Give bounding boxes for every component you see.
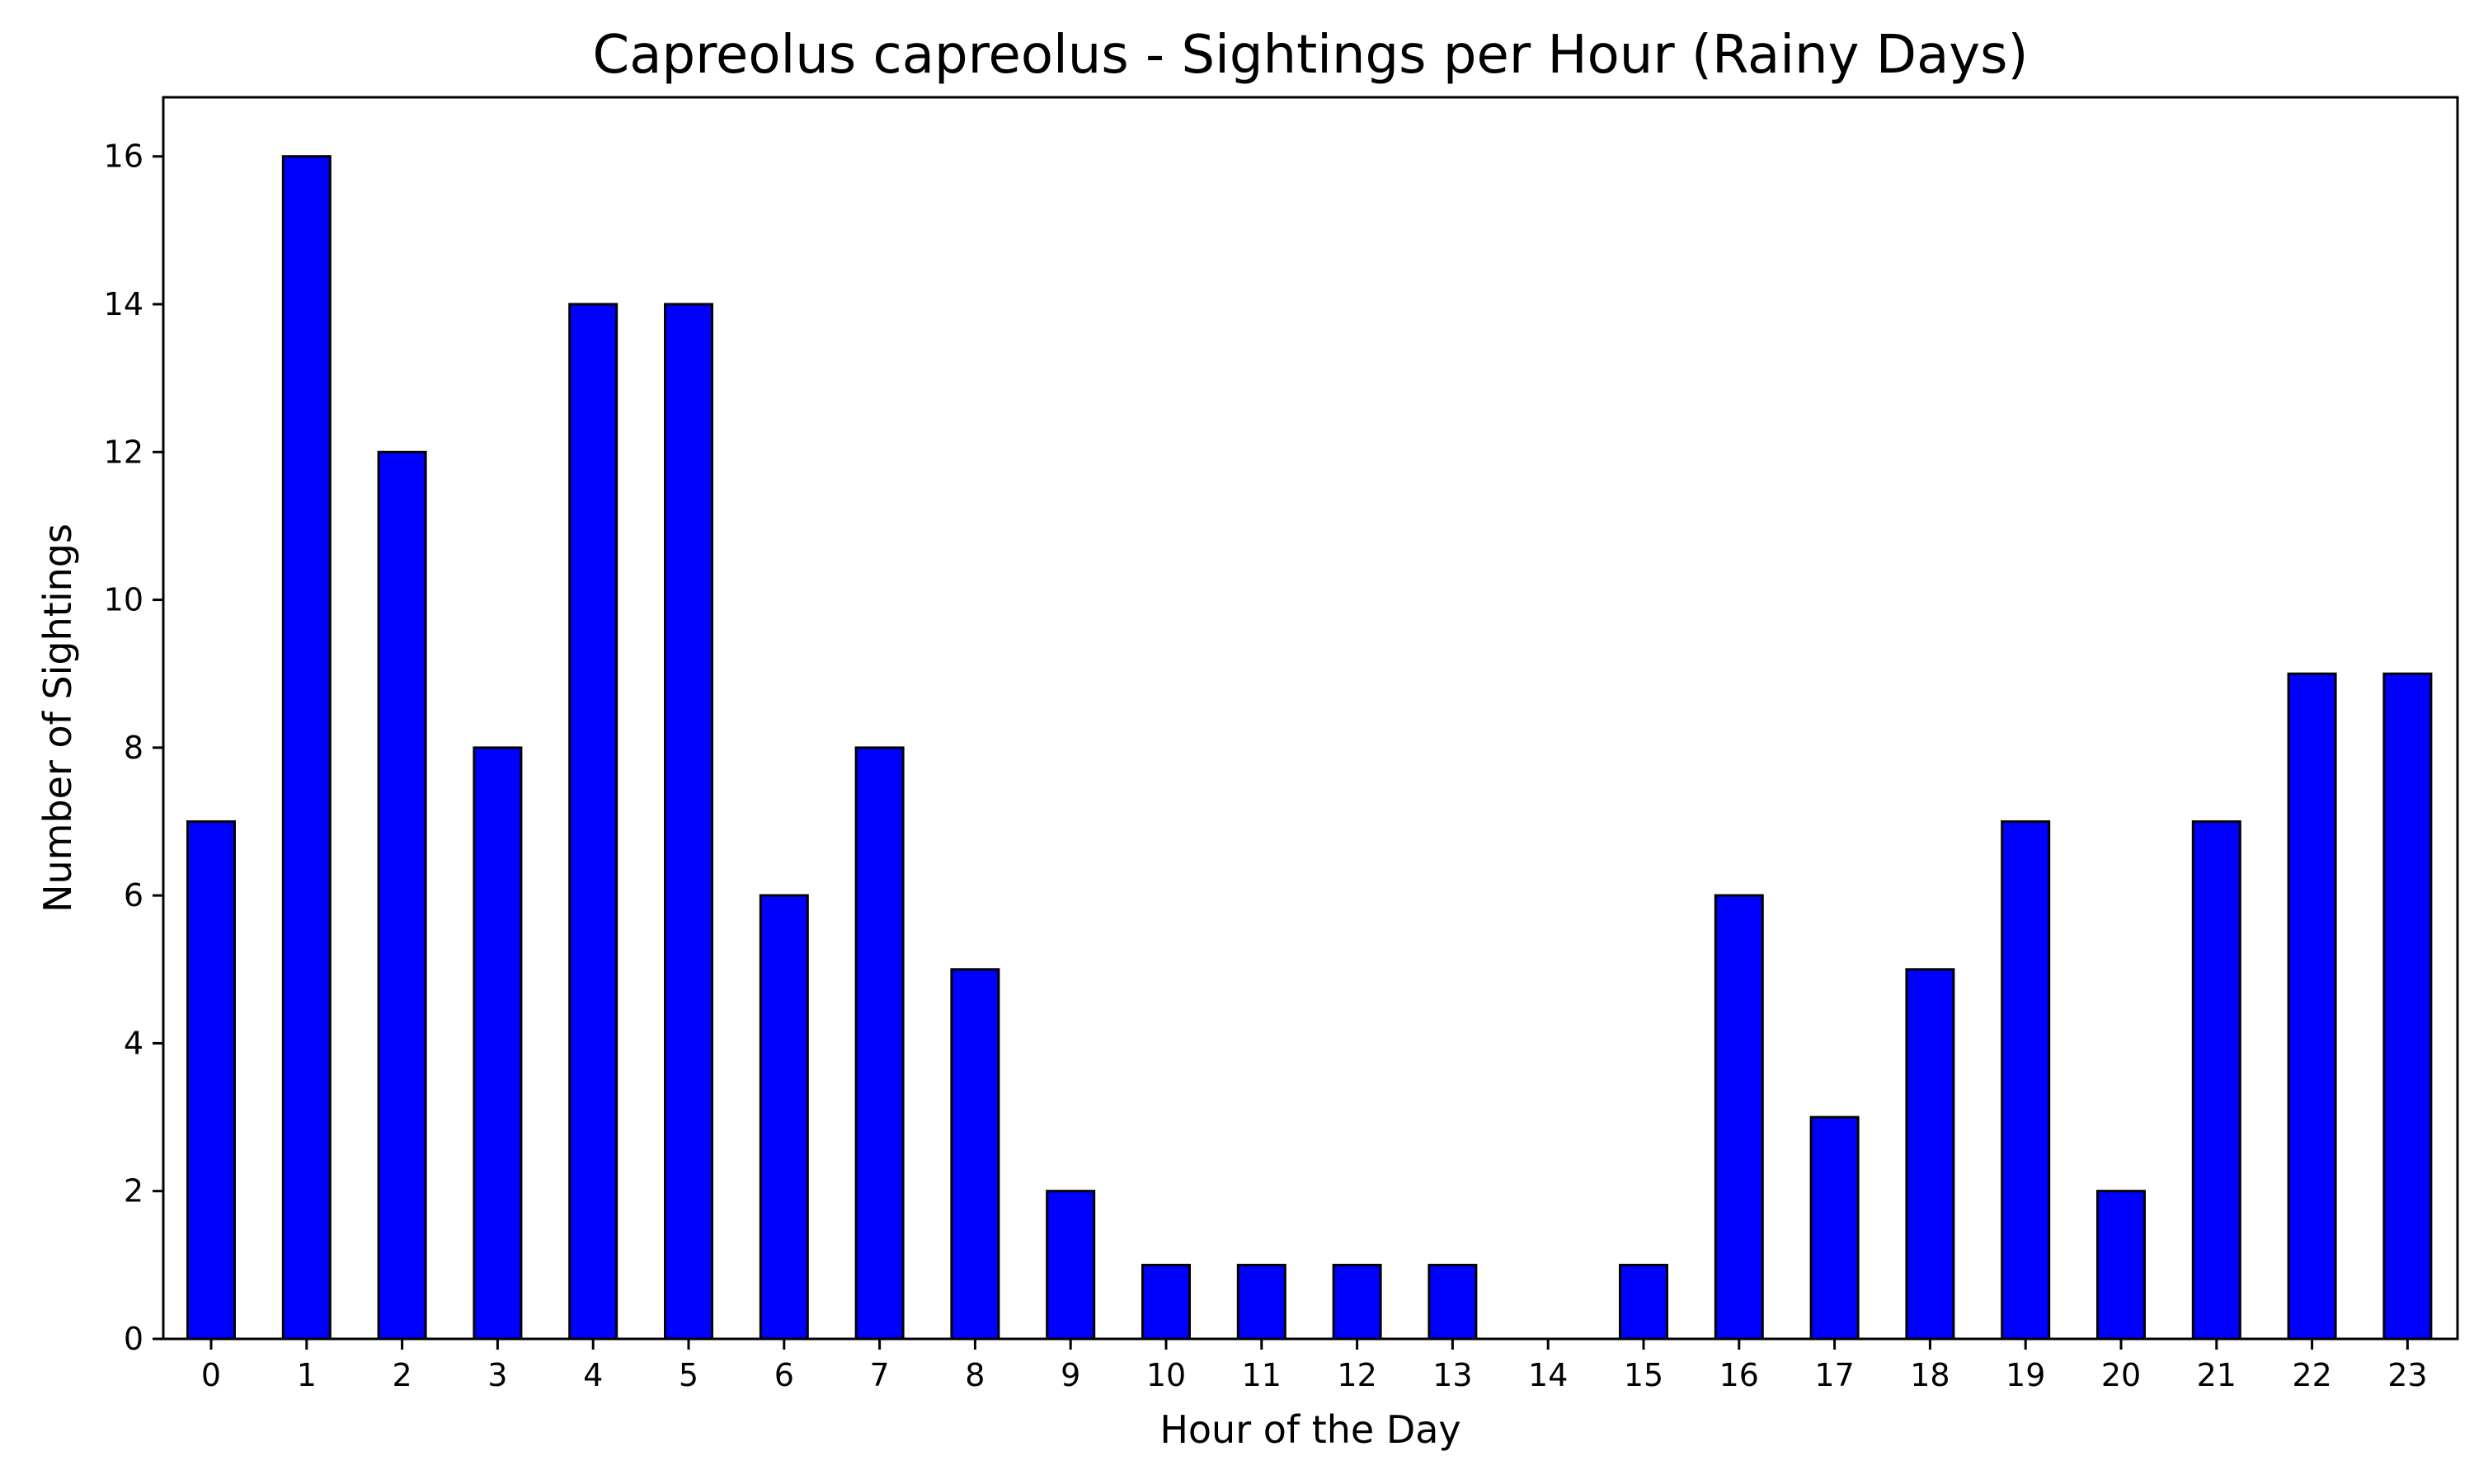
bar-hour-12 — [1332, 1263, 1382, 1341]
x-tick-label: 18 — [1910, 1357, 1950, 1393]
x-tick-label: 13 — [1432, 1357, 1472, 1393]
bar-hour-0 — [186, 820, 236, 1341]
bar-hour-11 — [1236, 1263, 1286, 1341]
bar-hour-17 — [1809, 1115, 1860, 1341]
bar-hour-7 — [854, 746, 905, 1341]
x-axis-ticks: 0 1 2 3 4 5 6 7 8 9 10 11 12 13 14 15 16 17 18 19 20 21 22 23 — [201, 1339, 2428, 1393]
bar-hour-16 — [1714, 894, 1764, 1341]
y-tick-label: 16 — [104, 139, 143, 175]
bar-hour-22 — [2287, 672, 2337, 1341]
plot-area-frame — [162, 96, 2459, 1341]
x-tick-label: 3 — [487, 1357, 507, 1393]
x-tick-label: 12 — [1337, 1357, 1376, 1393]
x-tick-label: 22 — [2292, 1357, 2331, 1393]
x-tick-label: 16 — [1719, 1357, 1759, 1393]
bar-hour-9 — [1046, 1190, 1096, 1341]
bar-hour-1 — [281, 155, 332, 1341]
x-tick-label: 1 — [297, 1357, 317, 1393]
bar-hour-19 — [2001, 820, 2051, 1341]
x-tick-label: 6 — [774, 1357, 794, 1393]
bar-hour-13 — [1427, 1263, 1478, 1341]
y-tick-label: 14 — [104, 286, 143, 322]
bar-hour-15 — [1619, 1263, 1668, 1341]
x-tick-label: 23 — [2387, 1357, 2427, 1393]
x-tick-label: 11 — [1242, 1357, 1282, 1393]
chart-title: Capreolus capreolus - Sightings per Hour… — [593, 25, 2029, 86]
bar-hour-4 — [568, 303, 618, 1341]
bar-hour-21 — [2191, 820, 2241, 1341]
y-tick-label: 0 — [124, 1321, 143, 1357]
y-tick-label: 6 — [124, 877, 143, 913]
y-axis-ticks: 0 2 4 6 8 10 12 14 16 — [104, 139, 163, 1357]
bar-hour-6 — [759, 894, 809, 1341]
bar-hour-18 — [1905, 968, 1955, 1341]
y-tick-label: 8 — [124, 730, 143, 766]
bar-hour-20 — [2096, 1190, 2146, 1341]
x-tick-label: 21 — [2197, 1357, 2236, 1393]
x-tick-label: 20 — [2101, 1357, 2141, 1393]
bars-group — [186, 155, 2433, 1341]
x-tick-label: 10 — [1146, 1357, 1186, 1393]
x-tick-label: 9 — [1061, 1357, 1080, 1393]
y-tick-label: 10 — [104, 582, 143, 618]
bar-hour-5 — [664, 303, 713, 1341]
x-tick-label: 4 — [583, 1357, 603, 1393]
x-tick-label: 17 — [1814, 1357, 1854, 1393]
bar-hour-10 — [1141, 1263, 1191, 1341]
x-tick-label: 2 — [393, 1357, 412, 1393]
bar-hour-3 — [473, 746, 523, 1341]
x-tick-label: 15 — [1624, 1357, 1663, 1393]
y-axis-label: Number of Sightings — [35, 524, 80, 913]
x-tick-label: 19 — [2006, 1357, 2045, 1393]
x-axis-label: Hour of the Day — [1159, 1407, 1460, 1452]
x-tick-label: 7 — [870, 1357, 890, 1393]
x-tick-label: 14 — [1528, 1357, 1568, 1393]
bar-hour-8 — [950, 968, 1000, 1341]
x-tick-label: 5 — [679, 1357, 698, 1393]
y-tick-label: 12 — [104, 434, 143, 470]
bar-hour-23 — [2382, 672, 2433, 1341]
x-tick-label: 0 — [201, 1357, 221, 1393]
y-tick-label: 4 — [124, 1025, 143, 1061]
y-tick-label: 2 — [124, 1173, 143, 1209]
bar-hour-2 — [377, 450, 427, 1341]
x-tick-label: 8 — [965, 1357, 985, 1393]
